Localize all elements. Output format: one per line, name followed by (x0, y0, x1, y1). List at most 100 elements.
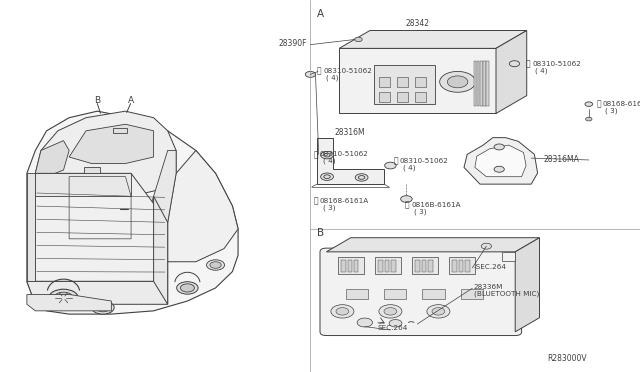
Polygon shape (27, 111, 238, 314)
Bar (477, 61, 479, 106)
Polygon shape (35, 111, 176, 196)
Circle shape (321, 151, 333, 159)
Circle shape (494, 166, 504, 172)
Bar (84, 167, 100, 173)
Bar (338, 257, 364, 274)
Circle shape (385, 162, 396, 169)
Bar (459, 260, 463, 272)
Bar (379, 77, 390, 87)
Bar (422, 260, 426, 272)
Polygon shape (27, 295, 111, 311)
Text: 08310-51062: 08310-51062 (323, 68, 372, 74)
Circle shape (210, 262, 221, 268)
Polygon shape (339, 31, 527, 48)
Polygon shape (35, 173, 131, 196)
Bar (375, 257, 401, 274)
Text: 08310-51062: 08310-51062 (532, 61, 581, 67)
Text: ( 4): ( 4) (326, 74, 339, 81)
Circle shape (305, 71, 316, 77)
Bar (483, 61, 486, 106)
Polygon shape (475, 145, 526, 177)
Text: Ⓑ: Ⓑ (394, 157, 398, 166)
Text: ( 4): ( 4) (535, 67, 547, 74)
Text: 28316MA: 28316MA (544, 155, 580, 164)
Circle shape (357, 318, 372, 327)
Text: 08168-6161A: 08168-6161A (320, 198, 369, 204)
Bar (384, 289, 406, 299)
Circle shape (427, 305, 450, 318)
Bar (412, 257, 438, 274)
Circle shape (432, 308, 445, 315)
Bar (461, 289, 483, 299)
Text: (BLUETOOTH MIC): (BLUETOOTH MIC) (474, 291, 539, 297)
Circle shape (509, 61, 520, 67)
Circle shape (207, 260, 225, 270)
Text: ( 4): ( 4) (323, 158, 335, 164)
Circle shape (336, 308, 349, 315)
Text: 28316M: 28316M (335, 128, 365, 137)
Circle shape (401, 196, 412, 202)
Bar (415, 260, 420, 272)
Polygon shape (154, 196, 168, 304)
Text: Ⓑ: Ⓑ (596, 100, 601, 109)
Circle shape (95, 303, 110, 312)
Bar (374, 65, 435, 104)
Bar (452, 260, 457, 272)
Circle shape (331, 305, 354, 318)
Bar (397, 77, 408, 87)
Polygon shape (326, 238, 540, 252)
Text: 0816B-6161A: 0816B-6161A (412, 202, 461, 208)
Circle shape (49, 289, 78, 306)
Text: R283000V: R283000V (547, 355, 587, 363)
Circle shape (54, 292, 73, 303)
Polygon shape (69, 124, 154, 164)
Polygon shape (464, 138, 538, 184)
Circle shape (355, 174, 368, 181)
Circle shape (585, 102, 593, 106)
Bar (449, 257, 475, 274)
Polygon shape (515, 238, 540, 332)
Polygon shape (502, 252, 515, 261)
Circle shape (440, 71, 476, 92)
Circle shape (494, 144, 504, 150)
Bar (415, 92, 426, 102)
Circle shape (481, 243, 492, 249)
Bar (346, 289, 368, 299)
Polygon shape (27, 281, 168, 304)
Circle shape (384, 308, 397, 315)
Text: -SEC.264: -SEC.264 (474, 264, 507, 270)
Text: B: B (317, 228, 324, 238)
Text: ( 3): ( 3) (414, 208, 427, 215)
Text: 08168-6161A: 08168-6161A (603, 101, 640, 107)
Polygon shape (496, 31, 527, 113)
Circle shape (321, 173, 333, 180)
Bar (379, 92, 390, 102)
Text: 28336M: 28336M (474, 284, 503, 290)
Circle shape (447, 76, 468, 88)
Text: ( 3): ( 3) (605, 108, 618, 114)
Bar (391, 260, 396, 272)
Text: 08310-51062: 08310-51062 (400, 158, 449, 164)
Circle shape (180, 284, 195, 292)
Text: ( 3): ( 3) (323, 204, 335, 211)
Text: ( 4): ( 4) (403, 164, 415, 171)
Text: B: B (94, 96, 100, 105)
Bar (378, 260, 383, 272)
Text: Ⓑ: Ⓑ (314, 150, 318, 159)
Text: Ⓑ: Ⓑ (317, 66, 321, 75)
Circle shape (586, 117, 592, 121)
Text: Ⓑ: Ⓑ (314, 196, 318, 205)
Bar (465, 260, 470, 272)
Polygon shape (317, 138, 384, 184)
Bar (422, 289, 445, 299)
Polygon shape (154, 150, 238, 262)
Bar (341, 260, 346, 272)
Text: Ⓑ: Ⓑ (405, 201, 410, 209)
Circle shape (177, 282, 198, 294)
Bar (397, 92, 408, 102)
Bar (415, 77, 426, 87)
Text: Ⓑ: Ⓑ (526, 59, 531, 68)
Bar (385, 260, 389, 272)
Polygon shape (35, 173, 168, 281)
Text: 28342: 28342 (406, 19, 429, 28)
